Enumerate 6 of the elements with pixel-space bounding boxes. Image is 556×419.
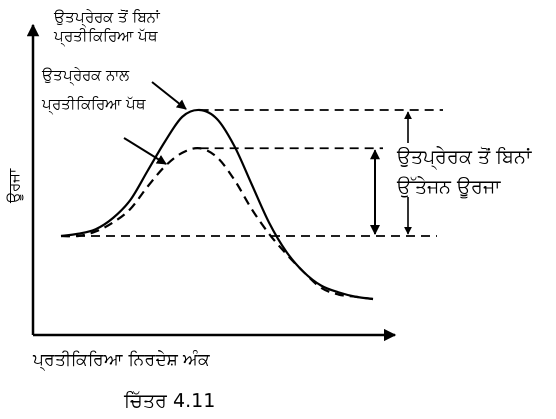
annotation: ਉਤਪ੍ਰੇਰਕ ਤੋਂ ਬਿਨਾਂ ਉੱਤੇਜਨ ਊਰਜਾ [397,146,532,198]
x-axis-title: ਪ੍ਰਤੀਕਿਰਿਆ ਨਿਰਦੇਸ਼ ਅੰਕ [32,350,210,371]
annotation: ਚਿੱਤਰ 4.11 [124,390,216,412]
annotation: ਉਤਪ੍ਰੇਰਕ ਨਾਲ ਪ੍ਰਤੀਕਿਰਿਆ ਪੱਥ [42,66,146,113]
y-axis-title: ਊਰਜਾ [5,168,23,204]
annotation: ਉਤਪ੍ਰੇਰਕ ਤੋਂ ਬਿਨਾਂ ਪ੍ਰਤੀਕਿਰਿਆ ਪੱਥ [54,8,160,45]
